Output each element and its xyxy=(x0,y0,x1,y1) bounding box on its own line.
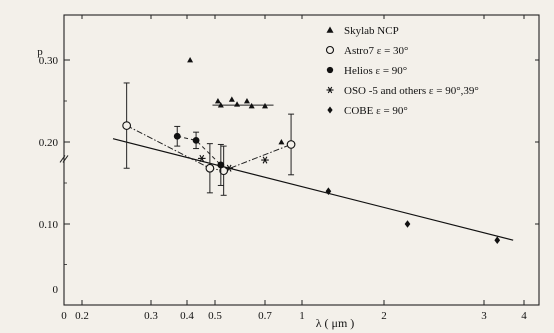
data-point-asterisk xyxy=(261,156,269,164)
data-point-triangle xyxy=(248,102,255,109)
fit-line xyxy=(112,138,514,241)
data-point-diamond xyxy=(325,187,332,195)
legend-marker-open-circle xyxy=(325,45,335,55)
data-point-triangle xyxy=(187,57,194,63)
data-point-asterisk xyxy=(197,154,206,162)
data-point-filled-circle xyxy=(192,136,200,144)
legend-marker-filled-circle xyxy=(326,66,334,74)
x-tick-label: 0.3 xyxy=(144,310,158,322)
x-tick-label: 4 xyxy=(521,310,527,322)
x-tick-label: 3 xyxy=(481,310,487,322)
axis-break-mark xyxy=(59,155,66,163)
legend: Skylab NCP Astro7 ε = 30° Helios ε = 90° OS… xyxy=(325,25,479,117)
data-point-asterisk xyxy=(225,164,233,172)
x-tick-label: 0.4 xyxy=(180,310,194,322)
axis-break-mark xyxy=(62,155,69,163)
data-point-triangle xyxy=(234,101,241,107)
series-connector xyxy=(177,135,222,166)
y-origin-label: 0 xyxy=(53,284,59,296)
data-point-triangle xyxy=(217,102,224,108)
data-point-triangle xyxy=(243,98,250,104)
data-point-triangle xyxy=(214,98,221,104)
series-open-circle xyxy=(122,82,296,196)
data-marks xyxy=(122,57,501,244)
legend-label: Skylab NCP xyxy=(344,25,399,37)
x-origin-label: 0 xyxy=(61,310,67,322)
y-tick-label: 0.30 xyxy=(39,55,59,67)
data-point-triangle xyxy=(278,139,285,145)
data-point-filled-circle xyxy=(173,132,181,140)
series-triangle xyxy=(187,57,285,145)
plot-frame xyxy=(63,14,540,306)
legend-label: Astro7 ε = 30° xyxy=(344,45,408,57)
legend-marker-diamond xyxy=(327,106,333,114)
y-axis-label: p xyxy=(37,46,43,58)
series-filled-circle xyxy=(173,125,225,186)
legend-marker-asterisk xyxy=(326,86,334,94)
data-point-open-circle xyxy=(286,140,296,149)
data-point-open-circle xyxy=(205,163,215,173)
y-tick-label: 0.10 xyxy=(39,219,59,231)
x-tick-label: 1 xyxy=(299,310,305,322)
data-point-triangle xyxy=(262,102,268,109)
fit-line-segment xyxy=(112,138,514,241)
data-point-triangle xyxy=(228,96,235,102)
data-point-filled-circle xyxy=(217,161,225,169)
legend-label: COBE ε = 90° xyxy=(344,105,408,117)
data-point-diamond xyxy=(404,220,411,228)
axes: 0.2 0.3 0.4 0.5 0.7 1 2 3 4 0 0.10 0.20 0.30 0 λ ( μm … xyxy=(37,14,540,330)
series-connector xyxy=(126,125,292,172)
legend-marker-triangle xyxy=(326,26,334,33)
legend-label: Helios ε = 90° xyxy=(344,65,407,77)
x-tick-label: 0.2 xyxy=(75,310,89,322)
series-diamond xyxy=(325,187,501,244)
series-asterisk xyxy=(197,154,269,172)
y-tick-label: 0.20 xyxy=(39,137,59,149)
data-point-diamond xyxy=(494,236,501,244)
x-tick-label: 0.7 xyxy=(258,310,272,322)
x-axis-label: λ ( μm ) xyxy=(316,316,355,330)
data-point-open-circle xyxy=(122,121,131,130)
x-tick-label: 2 xyxy=(381,310,387,322)
legend-label: OSO -5 and others ε = 90°,39° xyxy=(344,85,479,97)
x-tick-label: 0.5 xyxy=(208,310,222,322)
